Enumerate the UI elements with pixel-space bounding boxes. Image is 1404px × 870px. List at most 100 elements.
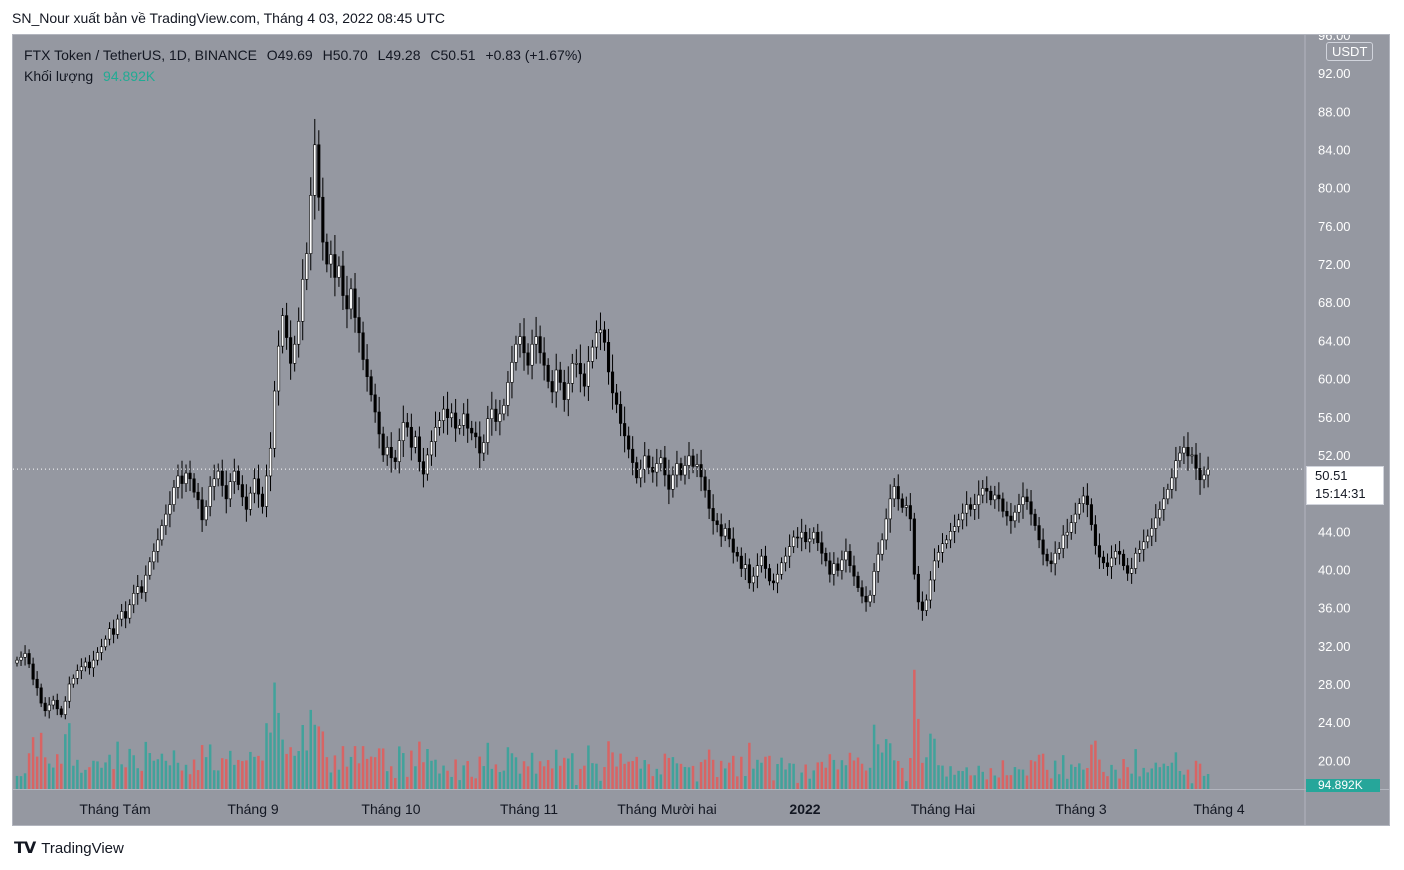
chart-legend: FTX Token / TetherUS, 1D, BINANCE O49.69… [24, 45, 582, 87]
volume-bar [997, 777, 1001, 789]
volume-bar [888, 743, 892, 789]
candle-body [771, 580, 776, 584]
volume-bar [1041, 753, 1045, 789]
candle-body [1037, 525, 1041, 541]
candle-body [51, 699, 55, 706]
close-value: C50.51 [430, 47, 476, 63]
volume-bar [872, 724, 876, 789]
volume-bar [325, 757, 329, 789]
candle-body [711, 508, 715, 522]
volume-bar [788, 763, 791, 789]
volume-bar [160, 753, 164, 789]
volume-bar [659, 774, 663, 789]
volume-bar [852, 760, 856, 789]
candle-body [433, 426, 438, 442]
candle-body [518, 336, 522, 345]
candle-body [936, 552, 941, 562]
price-tick-label: 72.00 [1318, 257, 1351, 272]
volume-bar [1134, 749, 1137, 789]
candle-body [703, 476, 707, 491]
candle-body [1134, 552, 1138, 569]
candle-body [1093, 524, 1097, 546]
candle-body [643, 455, 647, 470]
volume-bar [1166, 766, 1170, 789]
tradingview-logo-icon[interactable]: 𝗧𝗩 [14, 840, 36, 857]
time-axis-background [13, 789, 1305, 825]
candle-body [1202, 474, 1206, 481]
candle-body [1126, 565, 1130, 574]
candle-body [381, 433, 385, 456]
volume-bar [51, 767, 55, 789]
candle-body [627, 435, 631, 450]
volume-bar [571, 753, 574, 789]
candle-body [739, 555, 743, 569]
candle-body [67, 683, 71, 702]
volume-bar [1122, 759, 1125, 789]
volume-bar [1182, 774, 1186, 789]
candle-body [337, 265, 341, 278]
volume-bar [1098, 759, 1101, 789]
candle-body [393, 457, 397, 462]
volume-bar [909, 758, 912, 789]
volume-bar [1057, 774, 1061, 789]
volume-bar [1150, 768, 1154, 789]
volume-bar [184, 764, 188, 789]
volume-bar [538, 761, 542, 789]
volume-bar [756, 759, 759, 789]
volume-bar [776, 764, 779, 789]
tradingview-brand[interactable]: TradingView [41, 839, 124, 857]
candle-body [659, 457, 663, 464]
volume-bar [1110, 764, 1113, 789]
candle-body [345, 295, 349, 310]
price-tick-label: 24.00 [1318, 715, 1351, 730]
volume-bar [780, 757, 783, 789]
volume-bar [905, 781, 908, 789]
volume-bar [752, 768, 755, 789]
candle-body [554, 369, 558, 393]
volume-bar [892, 760, 896, 789]
candle-body [365, 359, 369, 377]
low-value: L49.28 [377, 47, 421, 63]
volume-bar [1001, 760, 1005, 789]
volume-label[interactable]: Khối lượng [24, 68, 94, 84]
candle-body [333, 254, 337, 278]
volume-bar [687, 767, 691, 789]
volume-bar [554, 749, 558, 789]
volume-bar [727, 762, 731, 789]
candle-body [244, 496, 248, 510]
volume-bar [349, 756, 353, 789]
volume-bar [828, 754, 832, 789]
candle-body [87, 661, 91, 669]
candle-body [558, 369, 562, 383]
volume-bar [957, 770, 960, 789]
candle-body [1045, 553, 1049, 562]
volume-bar [848, 752, 852, 789]
candle-body [631, 448, 635, 463]
candle-body [297, 321, 301, 345]
price-tick-label: 76.00 [1318, 219, 1351, 234]
candle-body [1089, 504, 1093, 525]
volume-bar [140, 770, 144, 789]
candle-body [413, 436, 417, 448]
symbol-title[interactable]: FTX Token / TetherUS, 1D, BINANCE [24, 47, 257, 63]
candle-body [932, 560, 937, 581]
volume-bar [723, 768, 727, 789]
candle-body [184, 472, 188, 484]
volume-bar [241, 761, 244, 789]
candle-body [1061, 534, 1065, 549]
candle-body [1206, 468, 1210, 476]
candle-body [353, 288, 357, 318]
volume-bar [1106, 776, 1109, 789]
volume-bar [309, 709, 313, 789]
currency-unit-button[interactable]: USDT [1326, 42, 1374, 61]
candle-body [993, 494, 997, 501]
volume-bar [965, 767, 968, 789]
candle-body [1049, 560, 1053, 565]
candle-body [623, 423, 627, 437]
volume-bar [683, 766, 687, 789]
footer-branding: 𝗧𝗩 TradingView [14, 838, 124, 858]
candle-body [1009, 515, 1013, 522]
price-chart[interactable]: 92.00 88.00 84.00 80.00 76.00 72.00 68.00 64.00… [13, 35, 1389, 825]
candle-body [884, 518, 888, 541]
volume-bar [120, 764, 123, 789]
